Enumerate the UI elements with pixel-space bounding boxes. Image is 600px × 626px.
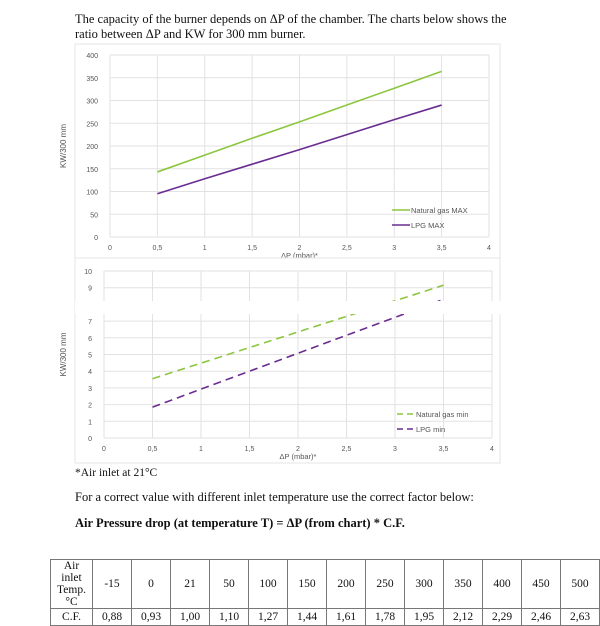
x-tick-label: 0,5 (153, 245, 163, 252)
x-tick-label: 0,5 (148, 446, 158, 453)
legend-label: Natural gas MAX (411, 206, 468, 215)
factor-cell: 1,61 (326, 608, 366, 626)
x-tick-label: 0 (108, 245, 112, 252)
factor-cell: 0,88 (92, 608, 132, 626)
x-tick-label: 1 (199, 446, 203, 453)
factor-cell: 1,27 (248, 608, 288, 626)
y-tick-label: 50 (90, 212, 98, 219)
temp-cell: 350 (443, 559, 483, 609)
x-tick-label: 0 (102, 446, 106, 453)
y-tick-label: 7 (88, 319, 92, 326)
x-tick-label: 1 (203, 245, 207, 252)
factor-cell: 1,44 (287, 608, 327, 626)
y-tick-label: 6 (88, 336, 92, 343)
chart-frame (74, 43, 501, 260)
legend-label: LPG min (416, 425, 445, 434)
temp-cell: 0 (131, 559, 171, 609)
temp-cell: -15 (92, 559, 132, 609)
factor-cell: 1,00 (170, 608, 210, 626)
intro-text: The capacity of the burner depends on ΔP… (75, 12, 507, 41)
factor-cell: 1,95 (404, 608, 444, 626)
y-tick-label: 10 (84, 269, 92, 276)
y-tick-label: 200 (86, 144, 98, 151)
y-tick-label: 300 (86, 99, 98, 106)
y-tick-label: 400 (86, 53, 98, 60)
x-tick-label: 3 (393, 446, 397, 453)
factor-cell: 2,63 (560, 608, 600, 626)
temp-cell: 450 (521, 559, 561, 609)
factor-cell: 2,29 (482, 608, 522, 626)
temp-row: Air inlet Temp. °C -15 0 21 50 100 150 200 250 30… (50, 559, 600, 609)
temp-cell: 300 (404, 559, 444, 609)
x-tick-label: 4 (487, 245, 491, 252)
factor-cell: 2,46 (521, 608, 561, 626)
series-line (157, 104, 442, 195)
x-tick-label: 2 (298, 245, 302, 252)
temp-cell: 200 (326, 559, 366, 609)
series-line (157, 70, 442, 173)
temp-header: Air inlet Temp. °C (50, 559, 93, 609)
y-tick-label: 2 (88, 403, 92, 410)
x-tick-label: 1,5 (245, 446, 255, 453)
y-axis-label: KW/300 mm (59, 332, 68, 376)
x-tick-label: 3 (392, 245, 396, 252)
footnote: *Air inlet at 21°C (75, 467, 158, 479)
x-tick-label: 3,5 (437, 245, 447, 252)
y-tick-label: 150 (86, 167, 98, 174)
formula-text: Air Pressure drop (at temperature T) = Δ… (75, 516, 405, 530)
y-tick-label: 3 (88, 386, 92, 393)
temp-cell: 150 (287, 559, 327, 609)
y-tick-label: 0 (88, 436, 92, 443)
x-tick-label: 4 (490, 446, 494, 453)
factor-row: C.F. 0,88 0,93 1,00 1,10 1,27 1,44 1,61 1,78 1,95… (50, 608, 600, 626)
temp-cell: 400 (482, 559, 522, 609)
factor-header: C.F. (50, 608, 93, 626)
cropped-gap (75, 301, 505, 314)
x-tick-label: 1,5 (247, 245, 257, 252)
legend-label: LPG MAX (411, 221, 444, 230)
factor-cell: 1,10 (209, 608, 249, 626)
temp-cell: 100 (248, 559, 288, 609)
y-tick-label: 5 (88, 353, 92, 360)
chart-frame (74, 257, 501, 464)
y-tick-label: 100 (86, 190, 98, 197)
x-tick-label: 2,5 (342, 245, 352, 252)
legend-label: Natural gas min (416, 410, 469, 419)
y-tick-label: 350 (86, 76, 98, 83)
temp-cell: 250 (365, 559, 405, 609)
x-axis-label: ΔP (mbar)* (281, 251, 318, 260)
factor-cell: 1,78 (365, 608, 405, 626)
y-axis-label: KW/300 mm (59, 124, 68, 168)
y-tick-label: 4 (88, 369, 92, 376)
temp-cell: 50 (209, 559, 249, 609)
series-line (152, 284, 444, 380)
x-axis-label: ΔP (mbar)* (280, 452, 317, 461)
x-tick-label: 2 (296, 446, 300, 453)
y-tick-label: 9 (88, 286, 92, 293)
y-tick-label: 250 (86, 121, 98, 128)
y-tick-label: 0 (94, 235, 98, 242)
note-text: For a correct value with different inlet… (75, 490, 474, 504)
factor-cell: 2,12 (443, 608, 483, 626)
x-tick-label: 2,5 (342, 446, 352, 453)
temp-cell: 21 (170, 559, 210, 609)
correction-factor-table: Air inlet Temp. °C -15 0 21 50 100 150 200 250 30… (50, 559, 600, 626)
y-tick-label: 1 (88, 419, 92, 426)
temp-cell: 500 (560, 559, 600, 609)
factor-cell: 0,93 (131, 608, 171, 626)
x-tick-label: 3,5 (439, 446, 449, 453)
